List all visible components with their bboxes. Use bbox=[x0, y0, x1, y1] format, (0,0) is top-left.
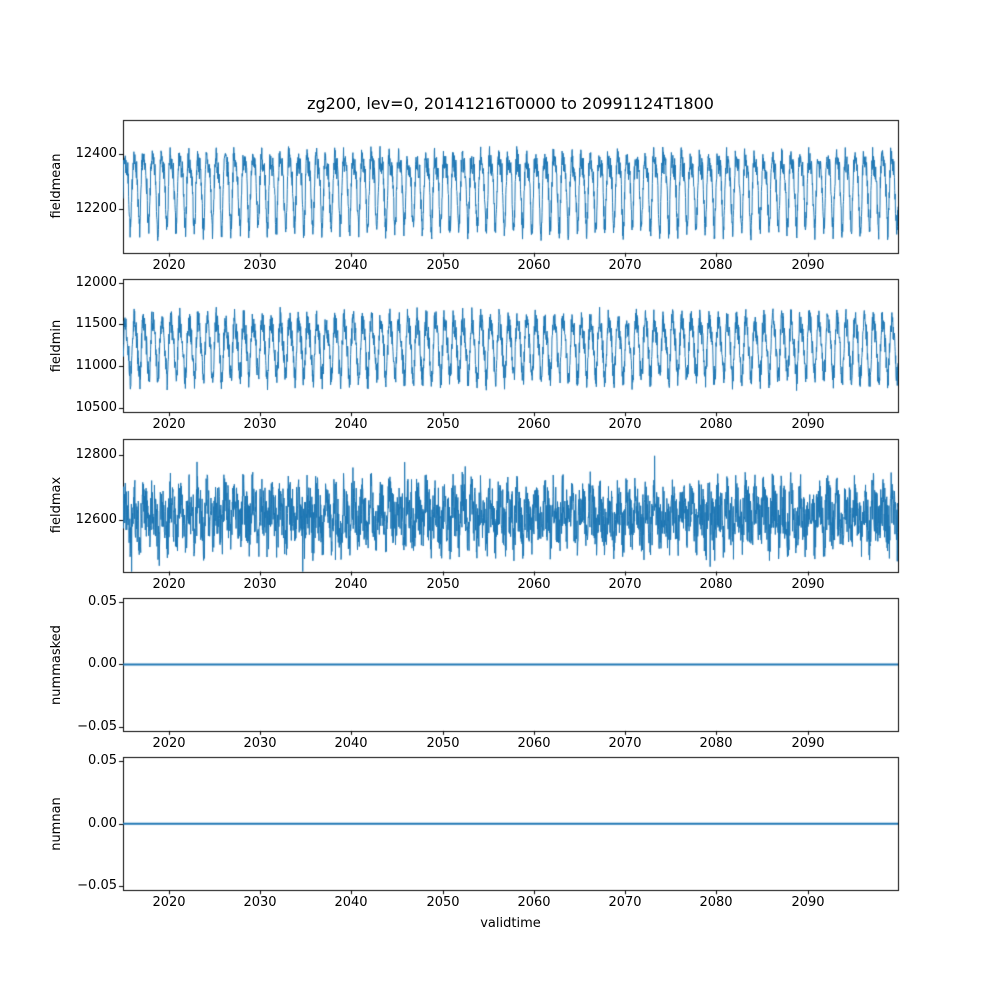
xlabel-validtime: validtime bbox=[480, 916, 541, 931]
ylabel-numnan: numnan bbox=[49, 797, 64, 851]
x-tick-label-numnan-2050: 2050 bbox=[426, 895, 460, 911]
y-tick-label-fieldmax-12600: 12600 bbox=[75, 512, 117, 527]
x-tick-label-nummasked-2090: 2090 bbox=[791, 735, 825, 751]
y-tick-label-fieldmin-11000: 11000 bbox=[75, 358, 117, 373]
ylabel-fieldmean: fieldmean bbox=[49, 153, 64, 219]
x-tick-label-fieldmin-2020: 2020 bbox=[152, 417, 186, 433]
x-tick-label-nummasked-2040: 2040 bbox=[334, 735, 368, 751]
x-tick-label-fieldmean-2070: 2070 bbox=[608, 257, 642, 273]
ylabel-nummasked: nummasked bbox=[49, 625, 64, 705]
y-tick-label-fieldmean-12200: 12200 bbox=[75, 201, 117, 216]
x-tick-label-fieldmin-2080: 2080 bbox=[699, 417, 733, 433]
y-tick-label-fieldmax-12800: 12800 bbox=[75, 447, 117, 462]
x-tick-label-nummasked-2020: 2020 bbox=[152, 735, 186, 751]
x-tick-label-fieldmax-2030: 2030 bbox=[243, 576, 277, 592]
y-tick-label-numnan-−0.05: −0.05 bbox=[77, 878, 117, 893]
x-tick-label-fieldmax-2020: 2020 bbox=[152, 576, 186, 592]
x-tick-label-fieldmean-2040: 2040 bbox=[334, 257, 368, 273]
x-tick-label-fieldmin-2030: 2030 bbox=[243, 417, 277, 433]
x-tick-label-fieldmax-2040: 2040 bbox=[334, 576, 368, 592]
y-tick-label-fieldmin-10500: 10500 bbox=[75, 400, 117, 415]
y-tick-label-fieldmean-12400: 12400 bbox=[75, 146, 117, 161]
x-tick-label-numnan-2070: 2070 bbox=[608, 895, 642, 911]
x-tick-label-fieldmean-2080: 2080 bbox=[699, 257, 733, 273]
ylabel-fieldmax: fieldmax bbox=[49, 476, 64, 534]
ylabel-fieldmin: fieldmin bbox=[49, 319, 64, 373]
x-tick-label-fieldmin-2040: 2040 bbox=[334, 417, 368, 433]
figure-title: zg200, lev=0, 20141216T0000 to 20991124T… bbox=[307, 94, 714, 113]
x-tick-label-fieldmin-2050: 2050 bbox=[426, 417, 460, 433]
y-tick-label-fieldmin-11500: 11500 bbox=[75, 316, 117, 331]
x-tick-label-fieldmin-2090: 2090 bbox=[791, 417, 825, 433]
x-tick-label-nummasked-2060: 2060 bbox=[517, 735, 551, 751]
y-tick-label-numnan-0.05: 0.05 bbox=[88, 753, 117, 768]
x-tick-label-fieldmean-2030: 2030 bbox=[243, 257, 277, 273]
x-tick-label-fieldmax-2090: 2090 bbox=[791, 576, 825, 592]
x-tick-label-numnan-2040: 2040 bbox=[334, 895, 368, 911]
x-tick-label-fieldmin-2060: 2060 bbox=[517, 417, 551, 433]
x-tick-label-numnan-2080: 2080 bbox=[699, 895, 733, 911]
x-tick-label-numnan-2020: 2020 bbox=[152, 895, 186, 911]
y-tick-label-numnan-0.00: 0.00 bbox=[88, 816, 117, 831]
x-tick-label-fieldmax-2050: 2050 bbox=[426, 576, 460, 592]
x-tick-label-nummasked-2070: 2070 bbox=[608, 735, 642, 751]
x-tick-label-fieldmean-2090: 2090 bbox=[791, 257, 825, 273]
y-tick-label-fieldmin-12000: 12000 bbox=[75, 275, 117, 290]
x-tick-label-numnan-2090: 2090 bbox=[791, 895, 825, 911]
x-tick-label-fieldmax-2070: 2070 bbox=[608, 576, 642, 592]
y-tick-label-nummasked-−0.05: −0.05 bbox=[77, 719, 117, 734]
x-tick-label-fieldmean-2020: 2020 bbox=[152, 257, 186, 273]
y-tick-label-nummasked-0.05: 0.05 bbox=[88, 594, 117, 609]
x-tick-label-fieldmax-2060: 2060 bbox=[517, 576, 551, 592]
x-tick-label-nummasked-2080: 2080 bbox=[699, 735, 733, 751]
x-tick-label-fieldmax-2080: 2080 bbox=[699, 576, 733, 592]
x-tick-label-numnan-2060: 2060 bbox=[517, 895, 551, 911]
x-tick-label-nummasked-2030: 2030 bbox=[243, 735, 277, 751]
x-tick-label-numnan-2030: 2030 bbox=[243, 895, 277, 911]
y-tick-label-nummasked-0.00: 0.00 bbox=[88, 656, 117, 671]
x-tick-label-nummasked-2050: 2050 bbox=[426, 735, 460, 751]
x-tick-label-fieldmin-2070: 2070 bbox=[608, 417, 642, 433]
x-tick-label-fieldmean-2050: 2050 bbox=[426, 257, 460, 273]
x-tick-label-fieldmean-2060: 2060 bbox=[517, 257, 551, 273]
